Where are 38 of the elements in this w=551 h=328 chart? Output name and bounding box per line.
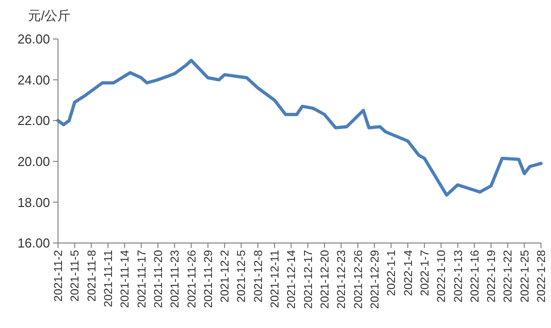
x-tick-label: 2021-11-11 bbox=[102, 250, 115, 308]
y-tick-label: 18.00 bbox=[17, 194, 50, 210]
y-tick-label: 20.00 bbox=[17, 154, 50, 169]
y-tick-label: 22.00 bbox=[17, 113, 50, 128]
x-tick-label: 2022-1-22 bbox=[502, 250, 515, 302]
x-tick-label: 2021-12-26 bbox=[352, 250, 365, 309]
x-tick-label: 2021-12-8 bbox=[252, 250, 265, 302]
x-tick-label: 2021-11-5 bbox=[70, 250, 82, 302]
x-tick-label: 2022-1-10 bbox=[436, 250, 448, 302]
x-tick-label: 2021-11-14 bbox=[120, 249, 132, 308]
x-tick-label: 2022-1-28 bbox=[536, 250, 548, 302]
x-tick-label: 2022-1-16 bbox=[469, 250, 482, 302]
x-tick-label: 2022-1-13 bbox=[452, 250, 465, 302]
x-tick-label: 2021-12-5 bbox=[236, 250, 248, 302]
x-tick-label: 2021-12-14 bbox=[286, 249, 298, 309]
x-tick-label: 2021-11-29 bbox=[202, 250, 215, 308]
x-tick-label: 2021-12-23 bbox=[336, 250, 348, 309]
x-tick-label: 2021-12-11 bbox=[270, 250, 282, 308]
x-tick-label: 2021-12-20 bbox=[320, 250, 332, 309]
x-tick-label: 2021-11-2 bbox=[53, 250, 66, 302]
x-tick-label: 2022-1-1 bbox=[386, 250, 398, 296]
x-tick-label: 2022-1-25 bbox=[519, 250, 532, 302]
x-tick-label: 2021-11-17 bbox=[136, 250, 148, 308]
y-tick-label: 26.00 bbox=[17, 32, 50, 47]
x-tick-label: 2021-11-20 bbox=[152, 250, 165, 308]
y-tick-label: 24.00 bbox=[17, 72, 50, 88]
x-tick-label: 2022-1-7 bbox=[419, 250, 432, 296]
x-tick-label: 2021-12-17 bbox=[302, 250, 315, 309]
x-tick-label: 2021-12-29 bbox=[369, 250, 382, 309]
x-tick-label: 2021-12-2 bbox=[220, 250, 232, 302]
x-tick-label: 2021-11-8 bbox=[86, 250, 98, 302]
x-tick-label: 2022-1-19 bbox=[486, 250, 498, 302]
y-tick-label: 16.00 bbox=[17, 236, 50, 251]
line-series bbox=[56, 58, 543, 197]
x-tick-label: 2021-11-23 bbox=[170, 250, 182, 308]
x-tick-label: 2021-11-26 bbox=[186, 250, 198, 308]
y-axis-title: 元/公斤 bbox=[28, 8, 71, 23]
x-tick-label: 2022-1-4 bbox=[402, 249, 415, 296]
